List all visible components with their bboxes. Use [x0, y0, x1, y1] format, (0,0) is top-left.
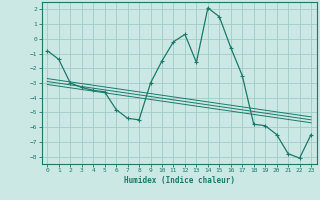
X-axis label: Humidex (Indice chaleur): Humidex (Indice chaleur) — [124, 176, 235, 185]
